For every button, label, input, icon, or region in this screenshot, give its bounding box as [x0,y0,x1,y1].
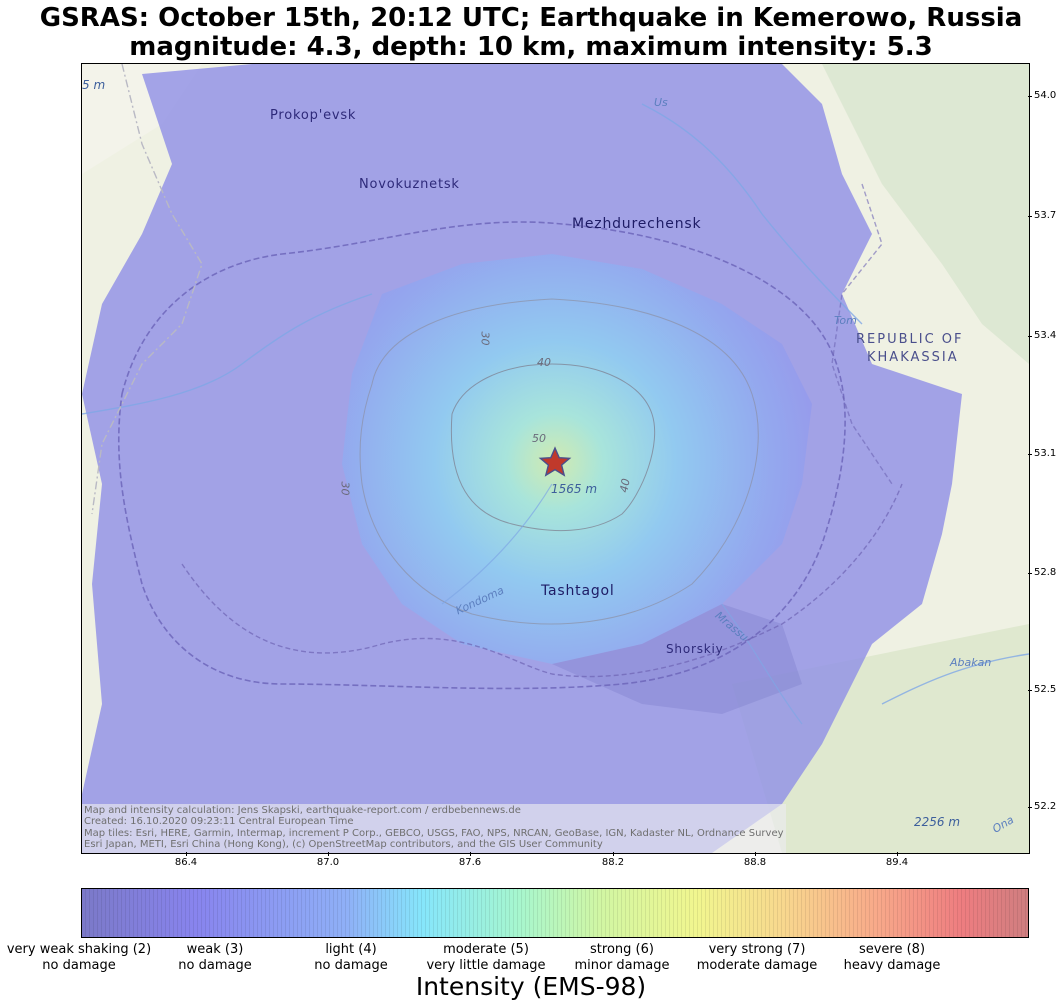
y-tickmark [1028,573,1032,574]
x-tickmark [186,852,187,856]
intensity-map[interactable]: Prokop'evsk Novokuznetsk Mezhdurechensk … [81,63,1030,854]
contour-label-40b: 40 [617,477,633,494]
contour-label-40a: 40 [537,356,551,369]
y-tick-label: 54.0 [1034,90,1057,101]
map-title-line1: GSRAS: October 15th, 20:12 UTC; Earthqua… [39,3,1023,33]
y-tick-label: 53.4 [1034,330,1057,341]
attribution-line3: Map tiles: Esri, HERE, Garmin, Intermap,… [84,827,784,839]
colorbar-label-6: strong (6) minor damage [574,942,669,974]
x-tick-label: 87.6 [458,857,482,868]
colorbar-label-3: weak (3) no damage [178,942,251,974]
contour-label-30b: 30 [478,331,492,346]
map-attribution: Map and intensity calculation: Jens Skap… [82,804,786,853]
place-shorskiy: Shorskiy [666,642,724,656]
colorbar-label-8-line1: severe (8) [858,942,926,957]
y-tick-label: 52.2 [1034,801,1057,812]
colorbar-label-7: very strong (7) moderate damage [697,942,818,974]
y-tickmark [1028,336,1032,337]
colorbar-label-5-line1: moderate (5) [443,942,529,957]
place-mezhdurechensk: Mezhdurechensk [572,216,702,232]
y-tickmark [1028,96,1032,97]
colorbar-label-6-line1: strong (6) [590,942,654,957]
x-tickmark [897,852,898,856]
y-tickmark [1028,807,1032,808]
colorbar-title: Intensity (EMS-98) [415,972,647,1001]
epicenter-marker [538,446,572,477]
intensity-colorbar [81,888,1029,938]
colorbar-label-7-line1: very strong (7) [708,942,806,957]
terrain-east-forest [822,64,1029,364]
x-tick-label: 87.0 [316,857,340,868]
colorbar-label-3-line2: no damage [178,958,252,973]
river-line-4 [721,603,803,725]
map-graphics [82,64,1029,853]
isoline-inner [450,363,656,531]
place-khakassia-line2: KHAKASSIA [867,350,959,365]
boundary-east [831,183,893,485]
attribution-line1: Map and intensity calculation: Jens Skap… [84,805,521,816]
river-line-3 [441,483,553,605]
y-tickmark [1028,454,1032,455]
intensity-zone-4 [342,254,812,664]
river-line-5 [881,653,1029,705]
place-khakassia-line1: REPUBLIC OF [856,332,964,347]
x-tickmark [328,852,329,856]
boundary-south [181,483,903,678]
place-novokuznetsk: Novokuznetsk [359,177,460,192]
river-label-tom: Tom [834,314,857,327]
river-label-abakan: Abakan [950,656,992,669]
colorbar-label-4-line2: no damage [314,958,388,973]
elevation-center: 1565 m [551,482,598,496]
colorbar-label-8: severe (8) heavy damage [844,942,941,974]
boundary-west [91,64,203,515]
river-line-2 [641,103,863,325]
river-label-us: Us [654,96,668,109]
colorbar-label-4-line1: light (4) [325,942,377,957]
y-tick-label: 53.7 [1034,210,1057,221]
y-tick-label: 53.1 [1034,448,1057,459]
colorbar-label-6-line2: minor damage [574,958,670,973]
y-tickmark [1028,690,1032,691]
colorbar-label-4: light (4) no damage [314,942,387,974]
x-tickmark [613,852,614,856]
colorbar-label-2-line1: very weak shaking (2) [6,942,152,957]
contour-label-50: 50 [532,432,546,445]
elevation-top-left: 5 m [82,78,106,92]
contour-label-30a: 30 [338,481,352,496]
y-tick-label: 52.8 [1034,567,1057,578]
y-tick-label: 52.5 [1034,684,1057,695]
colorbar-label-8-line2: heavy damage [843,958,941,973]
place-prokopevsk: Prokop'evsk [270,108,357,123]
colorbar-label-2: very weak shaking (2) no damage [7,942,151,974]
elevation-bottom-right: 2256 m [914,815,961,829]
attribution-line4: Esri Japan, METI, Esri China (Hong Kong)… [84,839,603,851]
shade-south [552,604,802,714]
colorbar-label-2-line2: no damage [42,958,116,973]
colorbar-label-7-line2: moderate damage [696,958,818,973]
x-tick-label: 88.8 [743,857,767,868]
place-tashtagol: Tashtagol [541,583,615,599]
colorbar-label-5-line2: very little damage [426,958,546,973]
y-tickmark [1028,216,1032,217]
x-tick-label: 89.4 [885,857,909,868]
x-tick-label: 86.4 [174,857,198,868]
attribution-line2: Created: 16.10.2020 09:23:11 Central Eur… [84,816,354,828]
colorbar-stripes [82,889,1028,937]
colorbar-label-3-line1: weak (3) [186,942,244,957]
colorbar-label-5: moderate (5) very little damage [426,942,545,974]
map-title-line2: magnitude: 4.3, depth: 10 km, maximum in… [129,32,933,62]
x-tickmark [755,852,756,856]
x-tickmark [470,852,471,856]
river-line-1 [82,293,373,415]
isoline-mid [359,298,759,625]
x-tick-label: 88.2 [601,857,625,868]
